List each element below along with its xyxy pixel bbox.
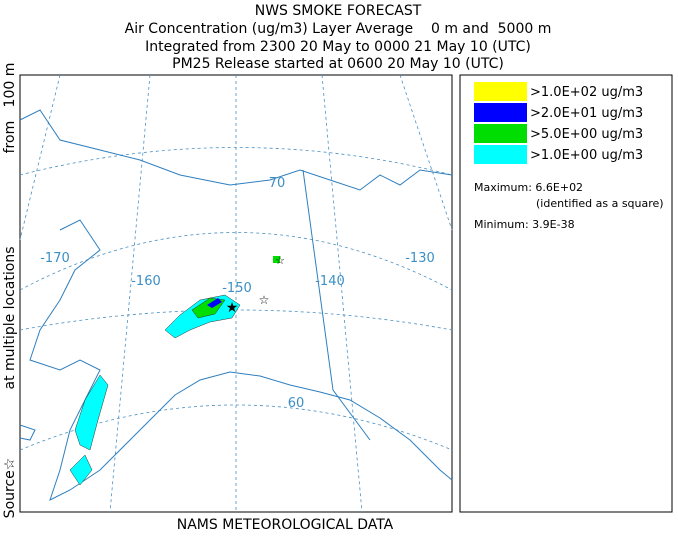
plume <box>207 298 222 308</box>
legend-swatch <box>474 82 527 101</box>
plume <box>69 454 93 486</box>
plume <box>74 374 109 451</box>
maximum-note: (identified as a square) <box>536 197 664 210</box>
border <box>302 169 371 441</box>
coastline <box>19 424 36 441</box>
legend-label: >1.0E+00 ug/m3 <box>530 148 643 163</box>
coastline <box>19 109 453 191</box>
plume <box>273 256 280 263</box>
source-star: ★ <box>226 300 239 316</box>
grid-label: -160 <box>131 274 161 289</box>
title: NWS SMOKE FORECAST <box>255 3 422 19</box>
grid-line <box>19 232 453 291</box>
legend-label: >5.0E+00 ug/m3 <box>530 127 643 142</box>
legend: >1.0E+02 ug/m3 >2.0E+01 ug/m3 >5.0E+00 ug/… <box>474 82 643 164</box>
legend-label: >2.0E+01 ug/m3 <box>530 106 643 121</box>
subtitle: Integrated from 2300 20 May to 0000 21 M… <box>145 39 531 55</box>
grid-label: -170 <box>40 251 70 266</box>
maximum: Maximum: 6.6E+02 <box>474 181 583 194</box>
legend-swatch <box>474 103 527 122</box>
map: -170 -160 -150 -140 -130 70 60 ★ ☆ ☆ <box>19 74 453 513</box>
side-label-part: from 100 m <box>2 63 18 154</box>
subtitle: Air Concentration (ug/m3) Layer Average … <box>125 21 552 37</box>
grid-line <box>321 74 363 513</box>
side-label-part: at multiple locations <box>2 247 18 390</box>
grid-line <box>19 74 61 241</box>
legend-swatch <box>474 124 527 143</box>
subtitle: PM25 Release started at 0600 20 May 10 (… <box>172 56 504 72</box>
footer: NAMS METEOROLOGICAL DATA <box>177 517 394 532</box>
side-label: Source☆ at multiple locations from 100 m <box>2 63 18 519</box>
grid-label: -150 <box>222 281 252 296</box>
side-label-part: Source☆ <box>2 458 18 519</box>
legend-label: >1.0E+02 ug/m3 <box>530 85 643 100</box>
grid-label: 70 <box>269 176 286 191</box>
grid-label: 60 <box>288 396 305 411</box>
grid-line <box>109 74 151 513</box>
grid-label: -140 <box>315 274 345 289</box>
source-star: ☆ <box>259 293 270 307</box>
grid-label: -130 <box>405 251 435 266</box>
source-star: ☆ <box>275 254 285 267</box>
legend-swatch <box>474 145 527 164</box>
coastline <box>29 219 453 501</box>
minimum: Minimum: 3.9E-38 <box>474 218 575 231</box>
